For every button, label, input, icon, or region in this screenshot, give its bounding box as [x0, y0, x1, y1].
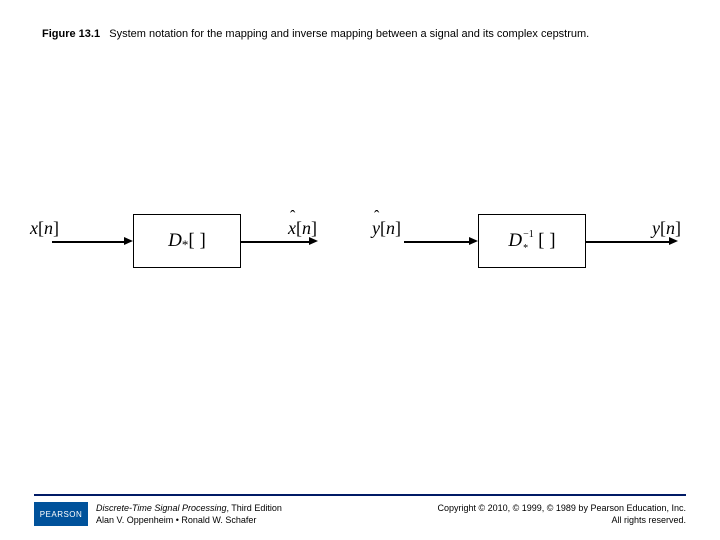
copyright: Copyright © 2010, © 1999, © 1989 by Pear… — [437, 502, 686, 526]
left-output-label: x[n] — [288, 218, 317, 239]
left-input-label: x[n] — [30, 218, 59, 239]
copyright-line1: Copyright © 2010, © 1999, © 1989 by Pear… — [437, 503, 686, 513]
block-diagram: x[n] D*[ ] x[n] y[n] D−1*[ ] y[n] — [30, 200, 690, 280]
pearson-logo-text: PEARSON — [40, 510, 83, 519]
figure-caption-text: System notation for the mapping and inve… — [109, 28, 589, 40]
book-edition: , Third Edition — [226, 503, 281, 513]
pearson-logo: PEARSON — [34, 502, 88, 526]
forward-operator-block: D*[ ] — [133, 214, 241, 268]
book-title: Discrete-Time Signal Processing — [96, 503, 226, 513]
inverse-operator-block: D−1*[ ] — [478, 214, 586, 268]
footer-rule — [34, 494, 686, 496]
right-output-arrow — [586, 241, 669, 243]
book-authors: Alan V. Oppenheim • Ronald W. Schafer — [96, 515, 256, 525]
footer: PEARSON Discrete-Time Signal Processing,… — [0, 494, 720, 540]
right-input-arrowhead — [469, 237, 478, 245]
left-output-arrow — [241, 241, 309, 243]
copyright-line2: All rights reserved. — [611, 515, 686, 525]
right-input-arrow — [404, 241, 469, 243]
figure-number: Figure 13.1 — [42, 28, 100, 40]
left-input-arrowhead — [124, 237, 133, 245]
right-output-label: y[n] — [652, 218, 681, 239]
right-input-label: y[n] — [372, 218, 401, 239]
book-credit: Discrete-Time Signal Processing, Third E… — [96, 502, 282, 526]
figure-caption: Figure 13.1 System notation for the mapp… — [42, 28, 589, 40]
left-input-arrow — [52, 241, 124, 243]
